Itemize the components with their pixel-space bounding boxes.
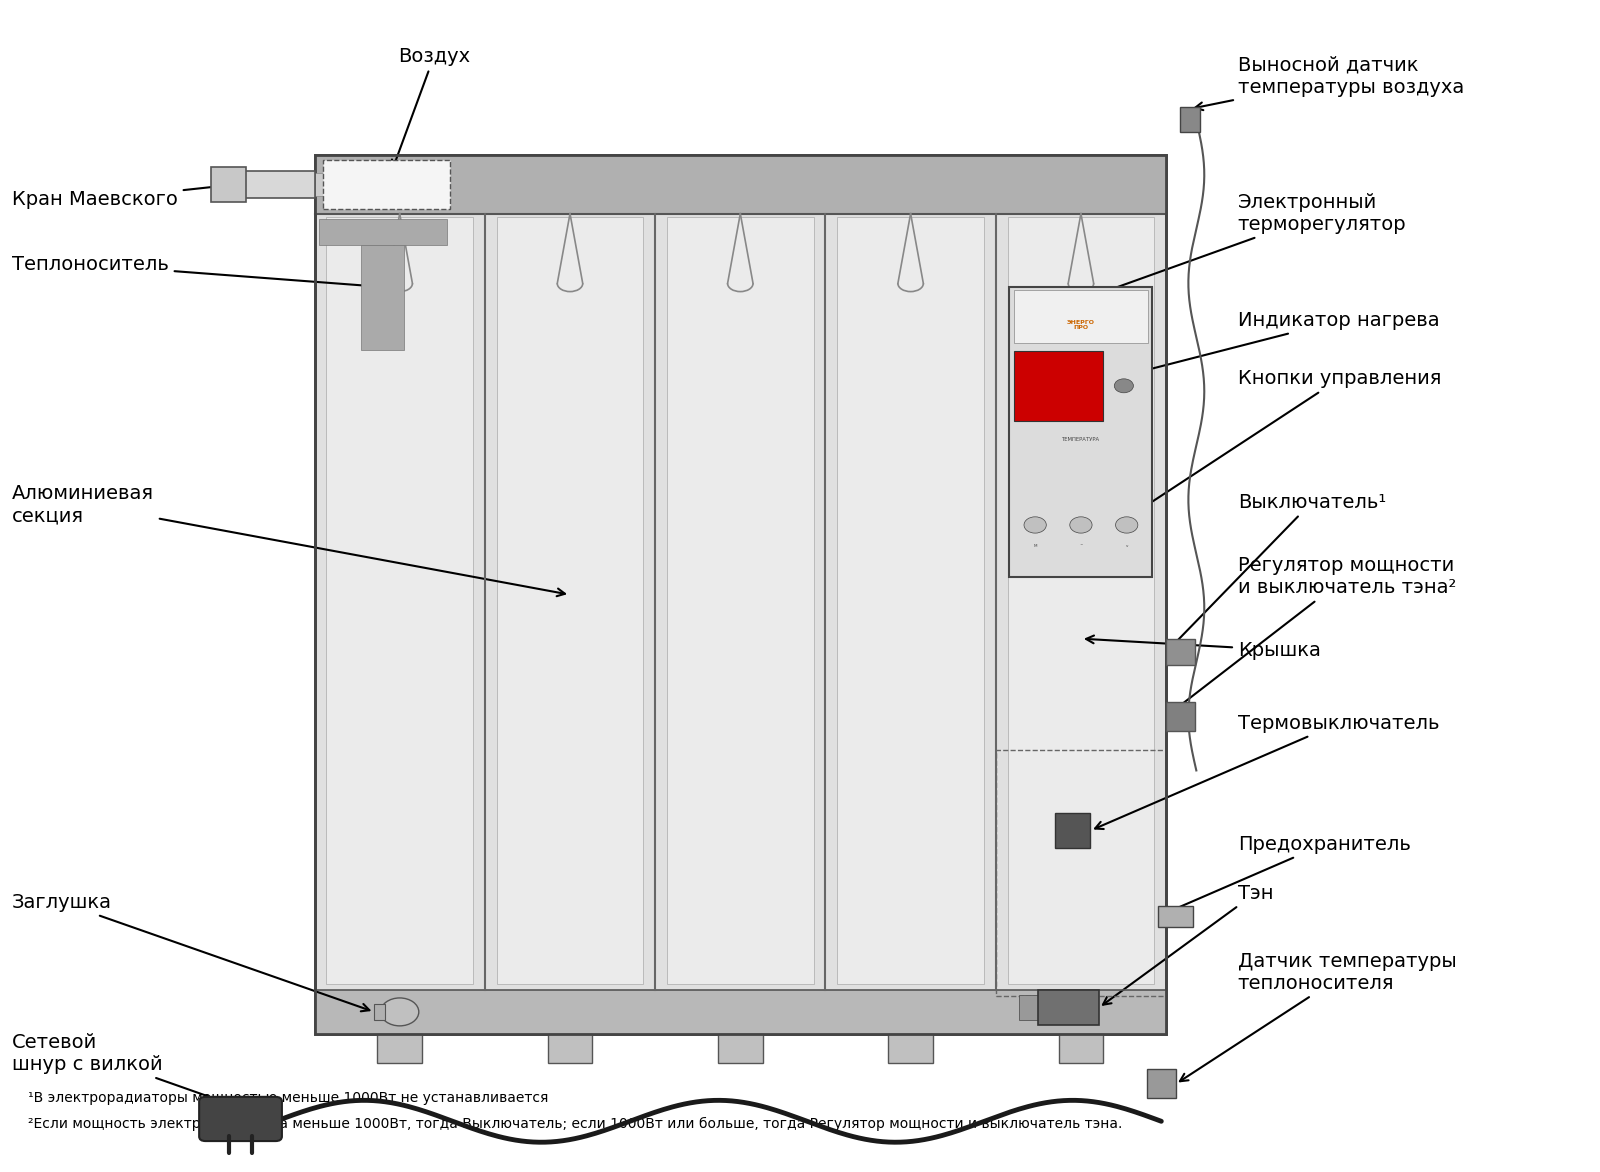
Text: Тэн: Тэн: [1102, 884, 1274, 1004]
Text: Крышка: Крышка: [1086, 635, 1320, 660]
Text: Датчик температуры
теплоносителя: Датчик температуры теплоносителя: [1179, 952, 1456, 1082]
Circle shape: [1070, 517, 1093, 533]
Bar: [547, 1034, 592, 1063]
Bar: [1014, 289, 1147, 343]
Bar: [1147, 1069, 1176, 1098]
Text: Выключатель¹: Выключатель¹: [1170, 492, 1386, 648]
Bar: [1010, 287, 1152, 577]
Bar: [315, 156, 1166, 1034]
Text: Теплоноситель: Теплоноситель: [13, 255, 378, 289]
Bar: [1056, 813, 1090, 849]
Circle shape: [1115, 517, 1138, 533]
Bar: [315, 156, 1166, 213]
Text: Воздух: Воздух: [392, 47, 470, 168]
Bar: [667, 217, 813, 984]
Bar: [1038, 990, 1099, 1026]
Bar: [315, 173, 416, 196]
Text: ТЕМПЕРАТУРА: ТЕМПЕРАТУРА: [1062, 437, 1099, 442]
Bar: [315, 156, 1166, 1034]
Bar: [718, 1034, 763, 1063]
Text: Электронный
терморегулятор: Электронный терморегулятор: [1058, 193, 1406, 309]
Text: Регулятор мощности
и выключатель тэна²: Регулятор мощности и выключатель тэна²: [1170, 557, 1456, 714]
Text: Предохранитель: Предохранитель: [1163, 834, 1411, 914]
Text: Термовыключатель: Термовыключатель: [1094, 714, 1440, 829]
Bar: [496, 217, 643, 984]
Text: ²Если мощность электрорадиатора меньше 1000Вт, тогда Выключатель; если 1000Вт ил: ²Если мощность электрорадиатора меньше 1…: [29, 1117, 1123, 1131]
Bar: [362, 245, 403, 349]
Text: ¹В электрорадиаторы мощностью меньше 1000Вт не устанавливается: ¹В электрорадиаторы мощностью меньше 100…: [29, 1091, 549, 1105]
Text: Кран Маевского: Кран Маевского: [13, 182, 230, 209]
Text: ЭНЕРГО
ПРО: ЭНЕРГО ПРО: [1067, 320, 1094, 331]
Bar: [318, 219, 446, 245]
Bar: [315, 990, 1166, 1034]
Bar: [374, 1003, 386, 1020]
Bar: [1008, 217, 1154, 984]
Bar: [888, 1034, 933, 1063]
Text: Индикатор нагрева: Индикатор нагрева: [1090, 312, 1440, 387]
Circle shape: [1024, 517, 1046, 533]
Bar: [378, 1034, 422, 1063]
Bar: [326, 217, 474, 984]
Text: Алюминиевая
секция: Алюминиевая секция: [13, 484, 565, 597]
Bar: [1166, 702, 1195, 731]
Bar: [995, 750, 1166, 995]
Circle shape: [1114, 379, 1133, 393]
Bar: [1019, 995, 1040, 1020]
Text: Заглушка: Заглушка: [13, 893, 370, 1011]
Bar: [323, 161, 450, 209]
Bar: [243, 171, 315, 198]
Bar: [1181, 107, 1200, 132]
Bar: [211, 168, 246, 202]
Text: Кнопки управления: Кнопки управления: [1122, 369, 1442, 523]
Text: M: M: [1034, 544, 1037, 548]
Circle shape: [381, 997, 419, 1026]
Bar: [837, 217, 984, 984]
Text: ^: ^: [1078, 544, 1083, 548]
FancyBboxPatch shape: [198, 1097, 282, 1142]
Text: Сетевой
шнур с вилкой: Сетевой шнур с вилкой: [13, 1034, 270, 1119]
Bar: [1014, 350, 1102, 421]
Bar: [1166, 640, 1195, 665]
Text: Выносной датчик
температуры воздуха: Выносной датчик температуры воздуха: [1195, 56, 1464, 110]
Bar: [1059, 1034, 1104, 1063]
Bar: [1158, 906, 1194, 927]
Text: v: v: [1125, 544, 1128, 548]
